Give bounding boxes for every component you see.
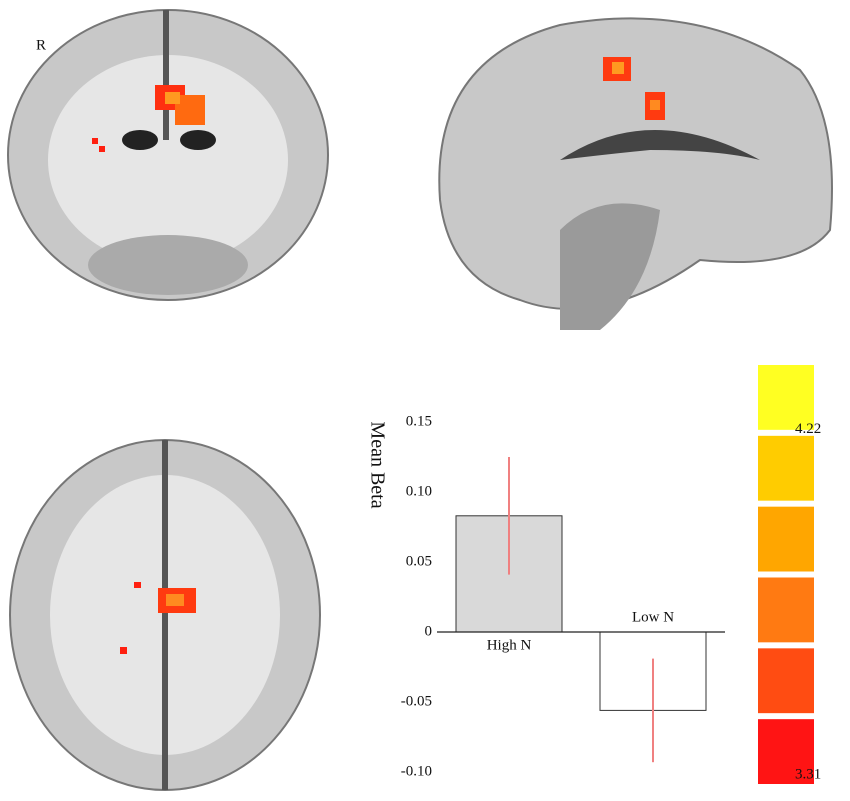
y-tick-label: 0.05 bbox=[406, 553, 432, 569]
y-axis-label: Mean Beta bbox=[366, 421, 388, 508]
x-tick-label: High N bbox=[487, 637, 532, 653]
y-tick-label: -0.10 bbox=[401, 763, 432, 779]
sagittal-brain bbox=[438, 17, 833, 330]
colorbar-segment bbox=[758, 577, 814, 643]
coronal-brain bbox=[7, 9, 329, 301]
colorbar-segment bbox=[758, 648, 814, 714]
colorbar-tick-label: 3.31 bbox=[795, 766, 821, 782]
y-tick-label: 0 bbox=[425, 623, 433, 639]
orientation-label: R bbox=[36, 37, 46, 53]
colorbar-tick-label: 4.22 bbox=[795, 421, 821, 437]
y-tick-label: 0.15 bbox=[406, 413, 432, 429]
colorbar-segment bbox=[758, 435, 814, 501]
y-tick-label: 0.10 bbox=[406, 483, 432, 499]
colorbar-segment bbox=[758, 506, 814, 572]
colorbar-segment bbox=[758, 719, 814, 784]
colorbar-segment bbox=[758, 365, 814, 430]
axial-brain bbox=[9, 439, 321, 791]
y-tick-label: -0.05 bbox=[401, 693, 432, 709]
x-tick-label: Low N bbox=[632, 609, 674, 625]
